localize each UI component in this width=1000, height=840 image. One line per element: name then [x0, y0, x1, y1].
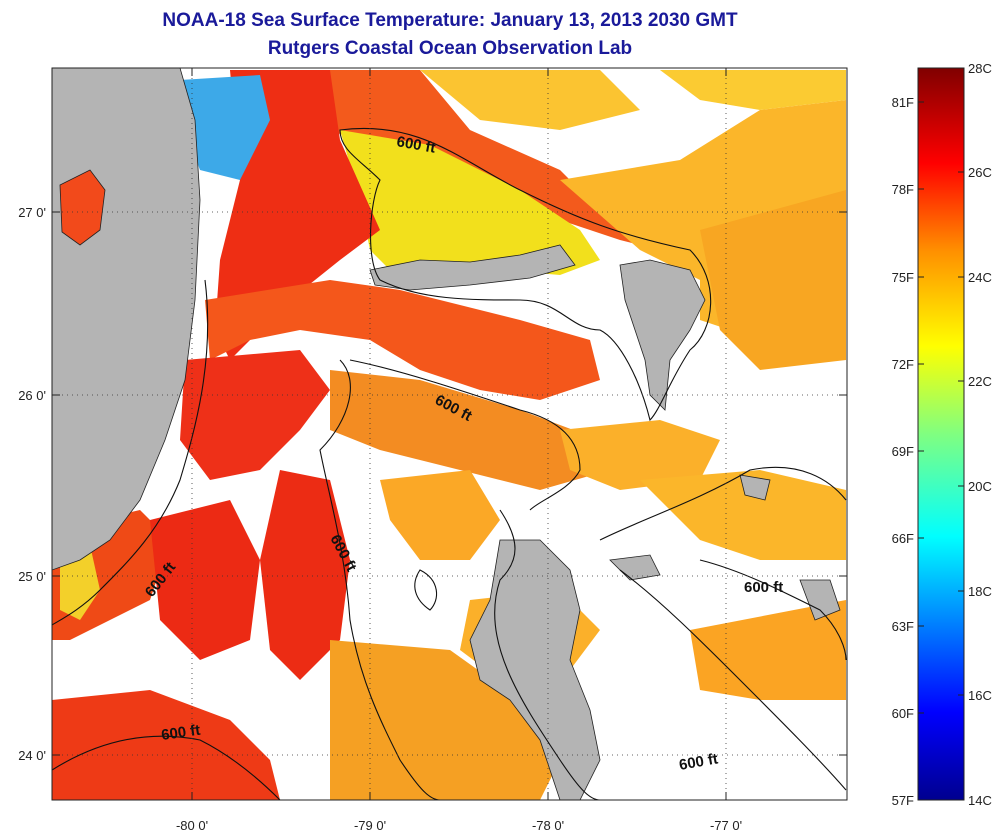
- colorbar-fahrenheit-label: 57F: [892, 793, 914, 808]
- lat-label: 27 0': [18, 205, 46, 220]
- sst-map: 600 ft 600 ft 600 ft 600 ft 600 ft 600 f…: [52, 68, 847, 800]
- longitude-labels: -80 0' -79 0' -78 0' -77 0': [176, 818, 742, 833]
- lat-label: 25 0': [18, 569, 46, 584]
- colorbar-fahrenheit-label: 66F: [892, 531, 914, 546]
- axis-ticks: [52, 68, 847, 800]
- graticule: [52, 68, 847, 800]
- contour-600ft: [52, 127, 847, 800]
- sst-patches: [52, 70, 846, 800]
- map-subtitle: Rutgers Coastal Ocean Observation Lab: [267, 38, 633, 59]
- grand-bahama: [369, 244, 576, 291]
- lon-label: -78 0': [532, 818, 564, 833]
- contour-label: 600 ft: [160, 722, 201, 744]
- colorbar-fahrenheit-label: 72F: [892, 357, 914, 372]
- eleuthera-tip: [739, 474, 771, 501]
- colorbar-celsius-label: 22C: [968, 374, 992, 389]
- colorbar-celsius-label: 18C: [968, 584, 992, 599]
- map-frame: [51, 67, 848, 801]
- colorbar-fahrenheit-label: 60F: [892, 706, 914, 721]
- contour-label: 600 ft: [395, 133, 437, 157]
- land-masses: [52, 68, 841, 800]
- lon-label: -79 0': [354, 818, 386, 833]
- colorbar-fahrenheit-label: 75F: [892, 270, 914, 285]
- lat-label: 26 0': [18, 388, 46, 403]
- contour-label: 600 ft: [744, 579, 783, 596]
- colorbar-celsius-label: 28C: [968, 61, 992, 76]
- colorbar-celsius-label: 14C: [968, 793, 992, 808]
- latitude-labels: 27 0' 26 0' 25 0' 24 0': [18, 205, 46, 763]
- colorbar-fahrenheit-label: 81F: [892, 95, 914, 110]
- map-title: NOAA-18 Sea Surface Temperature: January…: [162, 10, 738, 31]
- lon-label: -80 0': [176, 818, 208, 833]
- great-abaco: [619, 259, 706, 411]
- colorbar-celsius-label: 26C: [968, 165, 992, 180]
- temperature-colorbar: 28C 26C 24C 22C 20C 18C 16C 14C 81F 78F …: [892, 61, 992, 808]
- lon-label: -77 0': [710, 818, 742, 833]
- colorbar-fahrenheit-label: 78F: [892, 182, 914, 197]
- colorbar-gradient: [917, 67, 965, 801]
- andros-island: [469, 539, 601, 800]
- colorbar-celsius-label: 20C: [968, 479, 992, 494]
- colorbar-celsius-label: 24C: [968, 270, 992, 285]
- colorbar-celsius-label: 16C: [968, 688, 992, 703]
- colorbar-fahrenheit-label: 69F: [892, 444, 914, 459]
- colorbar-fahrenheit-label: 63F: [892, 619, 914, 634]
- cat-island: [799, 579, 841, 621]
- contour-label: 600 ft: [678, 750, 720, 774]
- colorbar-ticks: [918, 101, 964, 714]
- lat-label: 24 0': [18, 748, 46, 763]
- cay-small: [609, 554, 661, 581]
